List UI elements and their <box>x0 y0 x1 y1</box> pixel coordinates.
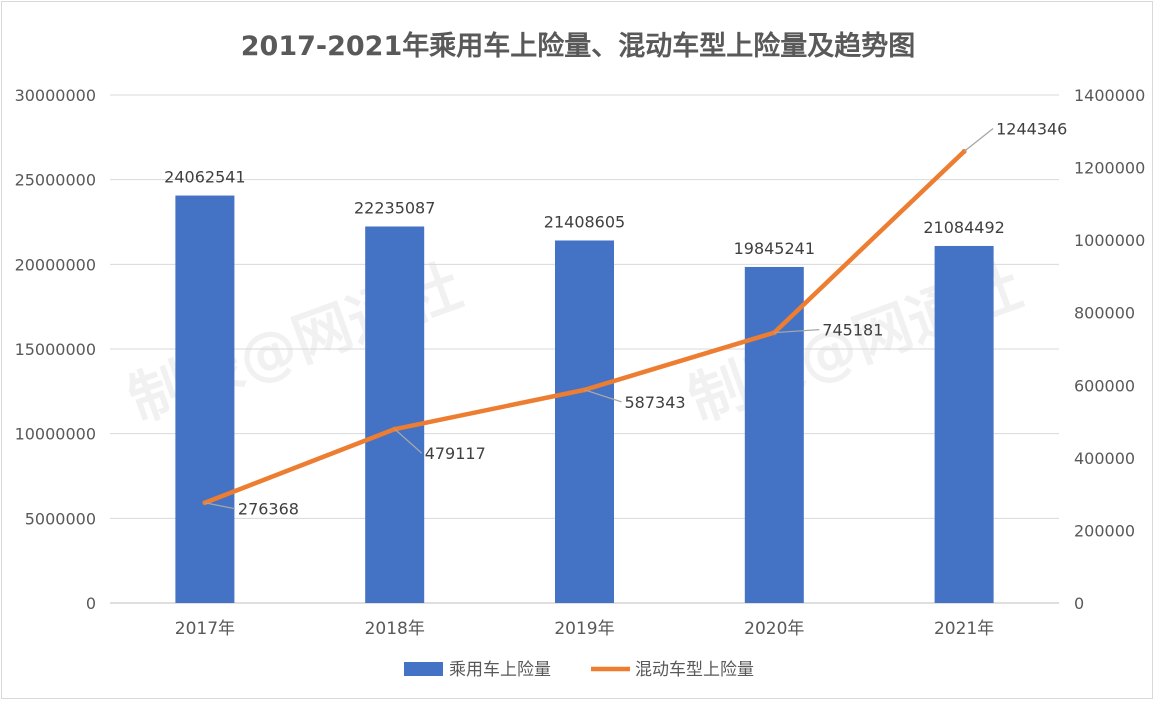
right-axis-tick-label: 1200000 <box>1074 159 1145 178</box>
category-label: 2020年 <box>744 619 804 639</box>
left-axis: 0 5000000 10000000 15000000 20000000 25000000… <box>15 86 96 613</box>
legend-label-bar: 乘用车上险量 <box>449 660 551 680</box>
bar-data-label: 21408605 <box>544 212 625 231</box>
bar-data-label: 22235087 <box>354 198 435 217</box>
legend-swatch-bar <box>404 662 443 676</box>
category-label: 2017年 <box>175 619 235 639</box>
line-data-label: 587343 <box>625 393 686 412</box>
right-axis-tick-label: 600000 <box>1074 376 1135 395</box>
leader-line <box>964 128 993 151</box>
bar-data-label: 21084492 <box>923 218 1004 237</box>
left-axis-tick-label: 15000000 <box>15 340 96 359</box>
bar-data-label: 24062541 <box>164 168 245 187</box>
line-data-label: 479117 <box>425 444 486 463</box>
category-label: 2019年 <box>554 619 614 639</box>
line-data-label: 276368 <box>238 500 299 519</box>
right-axis-tick-label: 200000 <box>1074 521 1135 540</box>
legend-label-line: 混动车型上险量 <box>635 660 754 680</box>
line-data-label: 1244346 <box>996 119 1067 138</box>
bar <box>745 267 804 603</box>
right-axis-tick-label: 1400000 <box>1074 86 1145 105</box>
legend: 乘用车上险量 混动车型上险量 <box>404 660 754 680</box>
bar <box>555 240 614 603</box>
right-axis: 0 200000 400000 600000 800000 1000000 1200000 1… <box>1074 86 1145 613</box>
bar <box>935 246 994 603</box>
left-axis-tick-label: 25000000 <box>15 171 96 190</box>
left-axis-tick-label: 0 <box>86 594 96 613</box>
bar <box>365 226 424 603</box>
chart-title: 2017-2021年乘用车上险量、混动车型上险量及趋势图 <box>241 30 916 62</box>
category-axis: 2017年 2018年 2019年 2020年 2021年 <box>175 619 994 639</box>
right-axis-tick-label: 0 <box>1074 594 1084 613</box>
line-data-label: 745181 <box>822 321 883 340</box>
left-axis-tick-label: 20000000 <box>15 255 96 274</box>
left-axis-tick-label: 10000000 <box>15 425 96 444</box>
left-axis-tick-label: 30000000 <box>15 86 96 105</box>
left-axis-tick-label: 5000000 <box>25 509 96 528</box>
bar <box>175 196 234 603</box>
category-label: 2018年 <box>365 619 425 639</box>
right-axis-tick-label: 800000 <box>1074 304 1135 323</box>
bars-layer <box>175 196 993 603</box>
right-axis-tick-label: 1000000 <box>1074 231 1145 250</box>
right-axis-tick-label: 400000 <box>1074 449 1135 468</box>
bar-data-label: 19845241 <box>734 239 815 258</box>
category-label: 2021年 <box>934 619 994 639</box>
